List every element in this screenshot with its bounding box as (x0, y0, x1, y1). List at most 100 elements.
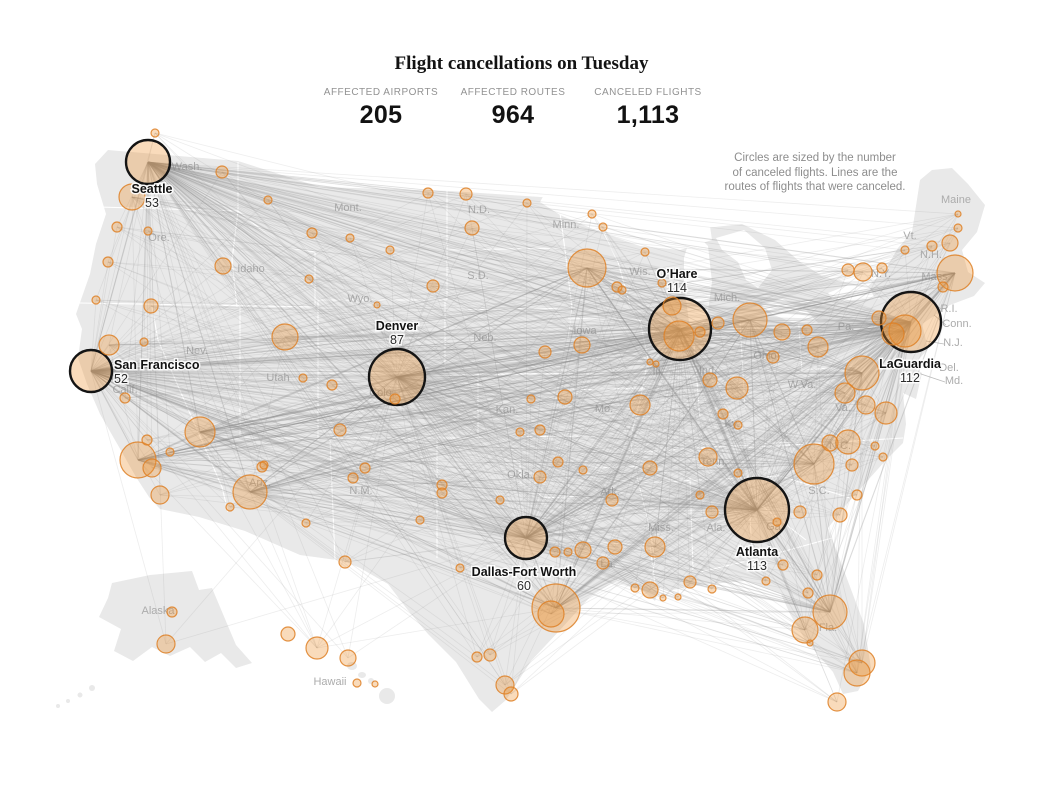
airport-label-value: 87 (390, 333, 404, 347)
airport-circle (876, 262, 888, 274)
state-label: Wash. (172, 161, 203, 173)
hub-airport-circle (723, 476, 791, 544)
label-leader-line (913, 360, 941, 370)
airport-circle (119, 392, 131, 404)
airport-circle (642, 460, 658, 476)
state-label: Ala. (707, 522, 726, 534)
airport-circle (694, 326, 706, 338)
airport-circle (674, 593, 682, 601)
airport-circle (522, 198, 532, 208)
airport-circle (683, 575, 697, 589)
airport-circle (538, 345, 552, 359)
airport-circle (733, 468, 743, 478)
airport-circle (143, 298, 159, 314)
hub-airport-circle (647, 296, 713, 362)
airport-circle (373, 301, 381, 309)
airport-circle (870, 441, 880, 451)
airport-circle (717, 408, 729, 420)
airport-circle (333, 423, 347, 437)
state-label: S.C. (808, 485, 829, 497)
state-label: Del. (939, 362, 959, 374)
airport-circles (68, 128, 974, 712)
hub-airport-circle (367, 347, 427, 407)
hawaii-islands (347, 662, 395, 704)
state-label: Va. (835, 402, 851, 414)
airport-circle (698, 447, 718, 467)
airport-circle (802, 587, 814, 599)
state-label: Md. (945, 375, 963, 387)
airport-circle (874, 401, 898, 425)
airport-circle (607, 539, 623, 555)
airport-circle (596, 556, 610, 570)
stat-value: 964 (491, 101, 535, 129)
airport-circle (773, 323, 791, 341)
airport-circle (937, 281, 949, 293)
page-title: Flight cancellations on Tuesday (394, 53, 649, 74)
airport-circle (371, 680, 379, 688)
hub-airport-circle (879, 290, 943, 354)
airport-circle (563, 547, 573, 557)
airport-circle (629, 394, 651, 416)
airport-circle (305, 636, 329, 660)
airport-circle (853, 262, 873, 282)
stat-value: 1,113 (616, 101, 680, 129)
state-label: Hawaii (313, 676, 346, 688)
airport-circle (389, 393, 401, 405)
airport-circle (791, 616, 819, 644)
airport-circle (766, 350, 780, 364)
airport-label-name: Denver (376, 319, 419, 333)
airport-circle (459, 187, 473, 201)
label-leader-line (925, 340, 945, 345)
state-label: Wyo. (348, 293, 373, 305)
airport-label-value: 60 (517, 579, 531, 593)
airport-circle (422, 187, 434, 199)
airport-circle (98, 334, 120, 356)
label-leader-line (917, 372, 946, 383)
airport-circle (483, 648, 497, 662)
state-label: Tenn. (701, 456, 728, 468)
airport-circle (793, 443, 835, 485)
airport-circle (851, 489, 863, 501)
airport-circle (856, 395, 876, 415)
airport-circle (557, 389, 573, 405)
airport-circle (214, 257, 232, 275)
airport-circle (139, 337, 149, 347)
airport-circle (156, 634, 176, 654)
airport-circle (495, 495, 505, 505)
state-label: Kan. (496, 404, 519, 416)
airport-circle (578, 465, 588, 475)
airport-circle (259, 460, 269, 470)
airport-circle (352, 678, 362, 688)
airport-label-value: 113 (747, 559, 767, 573)
state-label: Fla. (819, 622, 837, 634)
stat-affected-routes: AFFECTED ROUTES 964 (461, 87, 566, 130)
airport-circle (143, 226, 153, 236)
airport-circle (888, 314, 922, 348)
airport-circle (215, 165, 229, 179)
state-label: Nev. (186, 345, 208, 357)
airport-circle (663, 320, 695, 352)
state-label: W.Va. (788, 379, 817, 391)
airport-circle (878, 452, 888, 462)
airport-circle (605, 493, 619, 507)
airport-circle (111, 221, 123, 233)
airport-circle (464, 220, 480, 236)
airport-circle (271, 323, 299, 351)
airport-circle (503, 686, 519, 702)
alaska-land (56, 571, 252, 708)
airport-circle (141, 434, 153, 446)
airport-circle (165, 447, 175, 457)
airport-circle (793, 505, 807, 519)
airport-circle (812, 594, 848, 630)
airport-circle (142, 458, 162, 478)
stat-label: AFFECTED ROUTES (460, 87, 566, 98)
airport-circle (711, 316, 725, 330)
airport-circle (732, 302, 768, 338)
state-label: N.D. (468, 204, 490, 216)
stat-affected-airports: AFFECTED AIRPORTS 205 (324, 87, 438, 130)
airport-circle (306, 227, 318, 239)
state-label: Iowa (573, 325, 597, 337)
state-label: R.I. (940, 303, 957, 315)
airport-circle (436, 479, 448, 491)
